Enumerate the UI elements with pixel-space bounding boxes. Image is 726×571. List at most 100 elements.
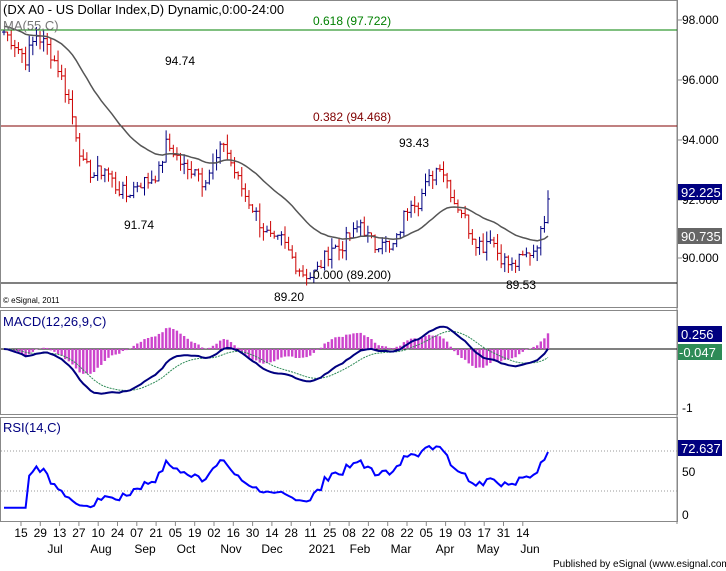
macd-histogram-bar xyxy=(265,349,269,364)
macd-histogram-bar xyxy=(489,349,492,364)
rsi-tick-50: 50 xyxy=(682,465,696,479)
macd-histogram-bar xyxy=(435,335,438,349)
macd-histogram-bar xyxy=(539,341,542,349)
x-tick-label: 21 xyxy=(149,526,163,540)
macd-histogram-bar xyxy=(499,349,503,362)
macd-histogram-bar xyxy=(377,345,380,349)
x-month-label: Jul xyxy=(47,542,62,556)
trough-label-1: 91.74 xyxy=(124,218,154,232)
macd-histogram-bar xyxy=(283,349,287,357)
x-tick-label: 19 xyxy=(439,526,453,540)
price-tick-94: 94.000 xyxy=(682,133,719,147)
macd-histogram-bar xyxy=(244,349,247,355)
macd-histogram-bar xyxy=(136,343,139,349)
last-price-badge xyxy=(678,184,722,200)
x-month-label: Aug xyxy=(90,542,111,556)
x-month-label: May xyxy=(477,542,500,556)
macd-histogram-bar xyxy=(535,345,539,349)
macd-histogram-bar xyxy=(269,349,272,363)
ma-value: 90.735 xyxy=(681,229,721,244)
macd-histogram-bar xyxy=(172,329,175,349)
macd-tick-neg1: -1 xyxy=(682,401,693,415)
macd-histogram-bar xyxy=(355,333,359,349)
macd-histogram-bar xyxy=(103,349,107,361)
macd-histogram-bar xyxy=(71,349,74,365)
macd-histogram-bar xyxy=(218,340,222,349)
macd-histogram-bar xyxy=(179,333,182,349)
macd-histogram-bar xyxy=(164,328,168,349)
macd-histogram-bar xyxy=(503,349,506,360)
macd-histogram-bar xyxy=(330,339,334,349)
macd-histogram-bar xyxy=(182,336,186,349)
macd-histogram-bar xyxy=(517,349,521,355)
macd-histogram-bar xyxy=(226,339,229,349)
macd-histogram-bar xyxy=(507,349,510,360)
macd-histogram-bar xyxy=(114,349,117,355)
macd-histogram-bar xyxy=(445,341,449,349)
macd-histogram-bar xyxy=(222,339,225,349)
x-tick-label: 16 xyxy=(227,526,241,540)
macd-histogram-bar xyxy=(251,349,254,360)
macd-histogram-bar xyxy=(413,338,416,349)
signal-value: -0.047 xyxy=(679,345,716,360)
peak-label-1: 94.74 xyxy=(165,54,195,68)
x-month-label: Feb xyxy=(350,542,371,556)
x-tick-label: 10 xyxy=(92,526,106,540)
macd-histogram-bar xyxy=(525,349,528,350)
macd-histogram-bar xyxy=(287,349,290,357)
macd-histogram-bar xyxy=(272,349,276,362)
macd-histogram-bar xyxy=(305,349,308,358)
macd-histogram-bar xyxy=(150,336,153,349)
peak-label-2: 93.43 xyxy=(399,136,429,150)
rsi-title: RSI(14,C) xyxy=(3,420,61,435)
x-tick-label: 14 xyxy=(265,526,279,540)
macd-histogram-bar xyxy=(175,330,179,349)
macd-histogram-bar xyxy=(456,349,460,356)
macd-histogram-bar xyxy=(143,339,146,349)
macd-histogram-bar xyxy=(211,345,215,349)
macd-histogram-bar xyxy=(110,349,114,356)
macd-histogram-bar xyxy=(510,349,514,359)
macd-histogram-bar xyxy=(60,349,63,356)
x-month-label: Jun xyxy=(520,542,539,556)
macd-histogram-bar xyxy=(56,349,60,355)
macd-histogram-bar xyxy=(337,336,341,349)
macd-histogram-bar xyxy=(139,341,143,349)
x-tick-label: 07 xyxy=(130,526,144,540)
macd-histogram-bar xyxy=(345,334,348,349)
macd-histogram-bar xyxy=(46,347,49,349)
macd-histogram-bar xyxy=(67,349,71,362)
macd-histogram-bar xyxy=(78,349,81,373)
macd-histogram-bar xyxy=(309,349,312,356)
macd-histogram-bar xyxy=(28,349,31,355)
trough-label-2: 89.20 xyxy=(274,290,304,304)
trough-label-3: 89.53 xyxy=(506,278,536,292)
macd-histogram-bar xyxy=(35,349,38,350)
x-month-label: Oct xyxy=(177,542,196,556)
x-axis: 15 29 13 27 10 24 07 21 05 19 02 16 30 14 28 11 25 08 22 08… xyxy=(14,522,540,556)
macd-histogram-bar xyxy=(301,349,305,358)
macd-histogram-bar xyxy=(478,349,481,368)
x-tick-label: 08 xyxy=(342,526,356,540)
macd-histogram-bar xyxy=(384,346,388,349)
x-tick-label: 31 xyxy=(497,526,511,540)
macd-histogram-bar xyxy=(431,335,434,349)
x-month-label: Dec xyxy=(261,542,282,556)
macd-histogram-bar xyxy=(53,349,56,352)
macd-histogram-bar xyxy=(543,338,546,349)
x-tick-label: 03 xyxy=(458,526,472,540)
macd-histogram-bar xyxy=(424,336,427,349)
macd-histogram-bar xyxy=(146,338,150,349)
macd-histogram-bar xyxy=(460,349,463,358)
ma-label: MA(55,C) xyxy=(3,18,59,33)
macd-histogram-bar xyxy=(74,349,78,369)
macd-histogram-bar xyxy=(17,349,20,354)
macd-histogram-bar xyxy=(514,349,517,358)
macd-histogram-bar xyxy=(352,333,355,349)
macd-histogram-bar xyxy=(453,349,456,352)
x-tick-label: 15 xyxy=(14,526,28,540)
rsi-line xyxy=(4,444,549,509)
macd-histogram-bar xyxy=(399,345,402,349)
macd-histogram-bar xyxy=(427,334,431,349)
